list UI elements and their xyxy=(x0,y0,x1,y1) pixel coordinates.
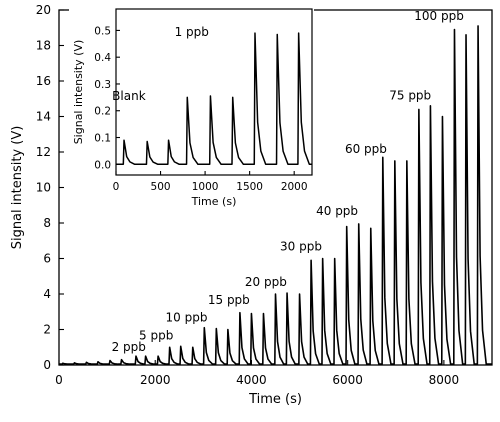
main-annotation: 60 ppb xyxy=(345,142,387,156)
inset-ticks: 0 500 1000 1500 2000 0.0 0.1 0.2 0.3 0.4 0.5 xyxy=(94,25,307,193)
main-y-tick-label: 4 xyxy=(43,287,51,301)
inset-x-tick-label: 2000 xyxy=(281,181,308,193)
inset-y-tick-label: 0.5 xyxy=(94,25,111,37)
main-annotation: 40 ppb xyxy=(316,204,358,218)
main-y-tick-label: 20 xyxy=(36,3,51,17)
main-x-tick-label: 2000 xyxy=(140,373,171,387)
main-ticks: 0 2000 4000 6000 8000 0 2 4 6 8 10 12 14 16 18 20 xyxy=(36,3,459,387)
inset-annotation: Blank xyxy=(112,89,146,103)
main-y-tick-label: 12 xyxy=(36,145,51,159)
inset-y-tick-label: 0.0 xyxy=(94,159,111,171)
inset-y-tick-label: 0.3 xyxy=(94,79,111,91)
main-y-tick-label: 10 xyxy=(36,181,51,195)
main-y-tick-label: 14 xyxy=(36,110,51,124)
inset-x-axis-title: Time (s) xyxy=(191,195,237,208)
inset-y-tick-label: 0.4 xyxy=(94,52,111,64)
main-y-tick-label: 8 xyxy=(43,216,51,230)
main-y-tick-label: 2 xyxy=(43,323,51,337)
inset-y-axis-title: Signal intensity (V) xyxy=(72,40,85,145)
main-plot: 0 2000 4000 6000 8000 0 2 4 6 8 10 12 14 16 18 20 2 ppb… xyxy=(10,3,493,407)
main-y-tick-label: 0 xyxy=(43,358,51,372)
inset-y-tick-label: 0.1 xyxy=(94,133,111,145)
inset-x-tick-label: 1500 xyxy=(236,181,263,193)
main-annotation: 15 ppb xyxy=(208,293,250,307)
inset-signal-trace xyxy=(116,32,312,166)
main-annotation: 30 ppb xyxy=(280,240,322,254)
main-annotation: 100 ppb xyxy=(414,9,464,23)
inset-x-tick-label: 500 xyxy=(151,181,171,193)
main-y-axis-title: Signal intensity (V) xyxy=(10,126,25,250)
main-x-tick-label: 6000 xyxy=(332,373,363,387)
main-x-tick-label: 4000 xyxy=(236,373,267,387)
inset-background xyxy=(69,7,314,213)
inset-x-tick-label: 0 xyxy=(113,181,120,193)
inset-plot-frame xyxy=(115,8,313,176)
inset-x-tick-label: 1000 xyxy=(192,181,219,193)
inset-y-tick-label: 0.2 xyxy=(94,106,111,118)
main-x-axis-title: Time (s) xyxy=(248,392,302,407)
main-annotation: 10 ppb xyxy=(166,311,208,325)
inset-plot: 0 500 1000 1500 2000 0.0 0.1 0.2 0.3 0.4 0.5 Blank… xyxy=(69,7,314,213)
main-annotation: 20 ppb xyxy=(245,275,287,289)
main-annotation: 2 ppb xyxy=(112,340,146,354)
main-annotation: 75 ppb xyxy=(389,89,431,103)
main-y-tick-label: 6 xyxy=(43,252,51,266)
main-annotation: 5 ppb xyxy=(139,328,173,342)
main-x-tick-label: 0 xyxy=(55,373,63,387)
main-x-tick-label: 8000 xyxy=(429,373,460,387)
main-y-tick-label: 16 xyxy=(36,74,51,88)
main-signal-trace xyxy=(59,25,492,365)
inset-annotation: 1 ppb xyxy=(175,25,209,39)
main-y-tick-label: 18 xyxy=(36,39,51,53)
